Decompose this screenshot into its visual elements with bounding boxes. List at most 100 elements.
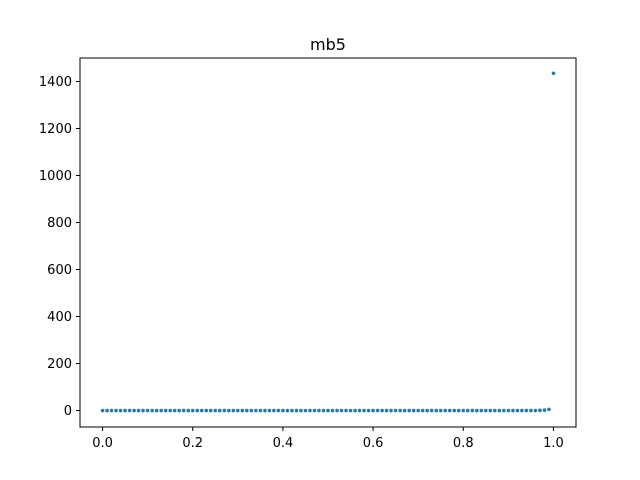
data-points xyxy=(100,71,556,413)
data-point xyxy=(465,408,470,413)
data-point xyxy=(456,408,461,413)
data-point xyxy=(488,408,493,413)
data-point xyxy=(348,408,353,413)
data-point xyxy=(479,408,484,413)
data-point xyxy=(497,408,502,413)
data-point xyxy=(290,408,294,413)
data-point xyxy=(384,408,389,413)
data-point xyxy=(326,408,330,413)
data-point xyxy=(154,408,159,413)
data-point xyxy=(312,408,317,413)
data-point xyxy=(285,408,290,413)
data-point xyxy=(371,408,375,413)
data-point xyxy=(380,408,384,413)
data-point xyxy=(524,408,529,413)
data-point xyxy=(299,408,303,413)
data-point xyxy=(520,408,524,413)
y-tick-label: 400 xyxy=(47,310,72,325)
data-point xyxy=(393,408,398,413)
data-point xyxy=(461,408,466,413)
data-point xyxy=(542,408,547,412)
data-point xyxy=(168,408,172,413)
data-point xyxy=(213,408,218,413)
y-axis-ticks: 0 200 400 600 800 1000 1200 1400 xyxy=(39,75,80,419)
data-point xyxy=(538,408,542,413)
data-point xyxy=(199,408,204,413)
data-point xyxy=(362,408,366,413)
data-point xyxy=(227,408,231,413)
data-point xyxy=(484,408,488,413)
data-point xyxy=(240,408,245,413)
data-point xyxy=(222,408,227,413)
y-tick-label: 200 xyxy=(47,357,72,372)
data-point xyxy=(190,408,195,413)
data-point xyxy=(100,408,105,413)
data-point xyxy=(493,408,497,413)
x-tick-label: 0.2 xyxy=(182,436,203,451)
x-tick-label: 0.8 xyxy=(453,436,474,451)
data-point xyxy=(127,408,132,413)
data-point xyxy=(172,408,177,413)
y-tick-label: 1200 xyxy=(39,122,72,137)
data-point xyxy=(506,408,511,413)
data-point xyxy=(123,408,127,413)
data-point xyxy=(245,408,249,413)
data-point xyxy=(447,408,452,413)
data-point xyxy=(339,408,344,413)
data-point xyxy=(141,408,145,413)
data-point xyxy=(470,408,475,413)
data-point xyxy=(132,408,136,413)
data-point xyxy=(267,408,272,413)
data-point xyxy=(258,408,263,413)
data-point xyxy=(150,408,154,413)
data-point xyxy=(529,408,533,413)
data-point xyxy=(263,408,267,413)
data-point xyxy=(236,408,240,413)
data-point xyxy=(407,408,411,413)
y-tick-label: 0 xyxy=(64,404,72,419)
data-point xyxy=(303,408,308,413)
data-point xyxy=(533,408,538,413)
x-tick-label: 0.6 xyxy=(363,436,384,451)
data-point xyxy=(366,408,371,413)
data-point xyxy=(186,408,191,413)
data-point xyxy=(276,408,281,413)
data-point xyxy=(416,408,420,413)
data-point xyxy=(389,408,393,413)
data-point xyxy=(195,408,200,413)
data-point xyxy=(231,408,236,413)
data-point xyxy=(511,408,515,413)
data-point xyxy=(145,408,150,413)
y-tick-label: 1400 xyxy=(39,75,72,90)
y-tick-label: 600 xyxy=(47,263,72,278)
data-point xyxy=(177,408,181,413)
data-point xyxy=(353,408,357,413)
data-point xyxy=(402,408,407,413)
data-point xyxy=(420,408,425,413)
data-point xyxy=(375,408,380,413)
x-axis-ticks: 0.0 0.2 0.4 0.6 0.8 1.0 xyxy=(92,427,564,451)
data-point xyxy=(502,408,506,413)
data-point xyxy=(335,408,339,413)
data-point xyxy=(294,408,299,413)
chart-title: mb5 xyxy=(310,35,346,54)
data-point xyxy=(163,408,168,413)
y-tick-label: 800 xyxy=(47,216,72,231)
x-tick-label: 0.4 xyxy=(273,436,294,451)
data-point xyxy=(105,408,109,413)
data-point xyxy=(308,408,312,413)
data-point xyxy=(159,408,163,413)
data-point xyxy=(425,408,430,413)
data-point xyxy=(357,408,362,413)
data-point xyxy=(411,408,416,413)
data-point xyxy=(217,408,222,413)
data-point xyxy=(208,408,213,413)
data-point xyxy=(118,408,123,413)
data-point xyxy=(109,408,114,413)
x-tick-label: 0.0 xyxy=(92,436,113,451)
data-point xyxy=(281,408,285,413)
plot-frame xyxy=(79,57,577,428)
data-point xyxy=(344,408,348,413)
data-point xyxy=(204,408,209,413)
